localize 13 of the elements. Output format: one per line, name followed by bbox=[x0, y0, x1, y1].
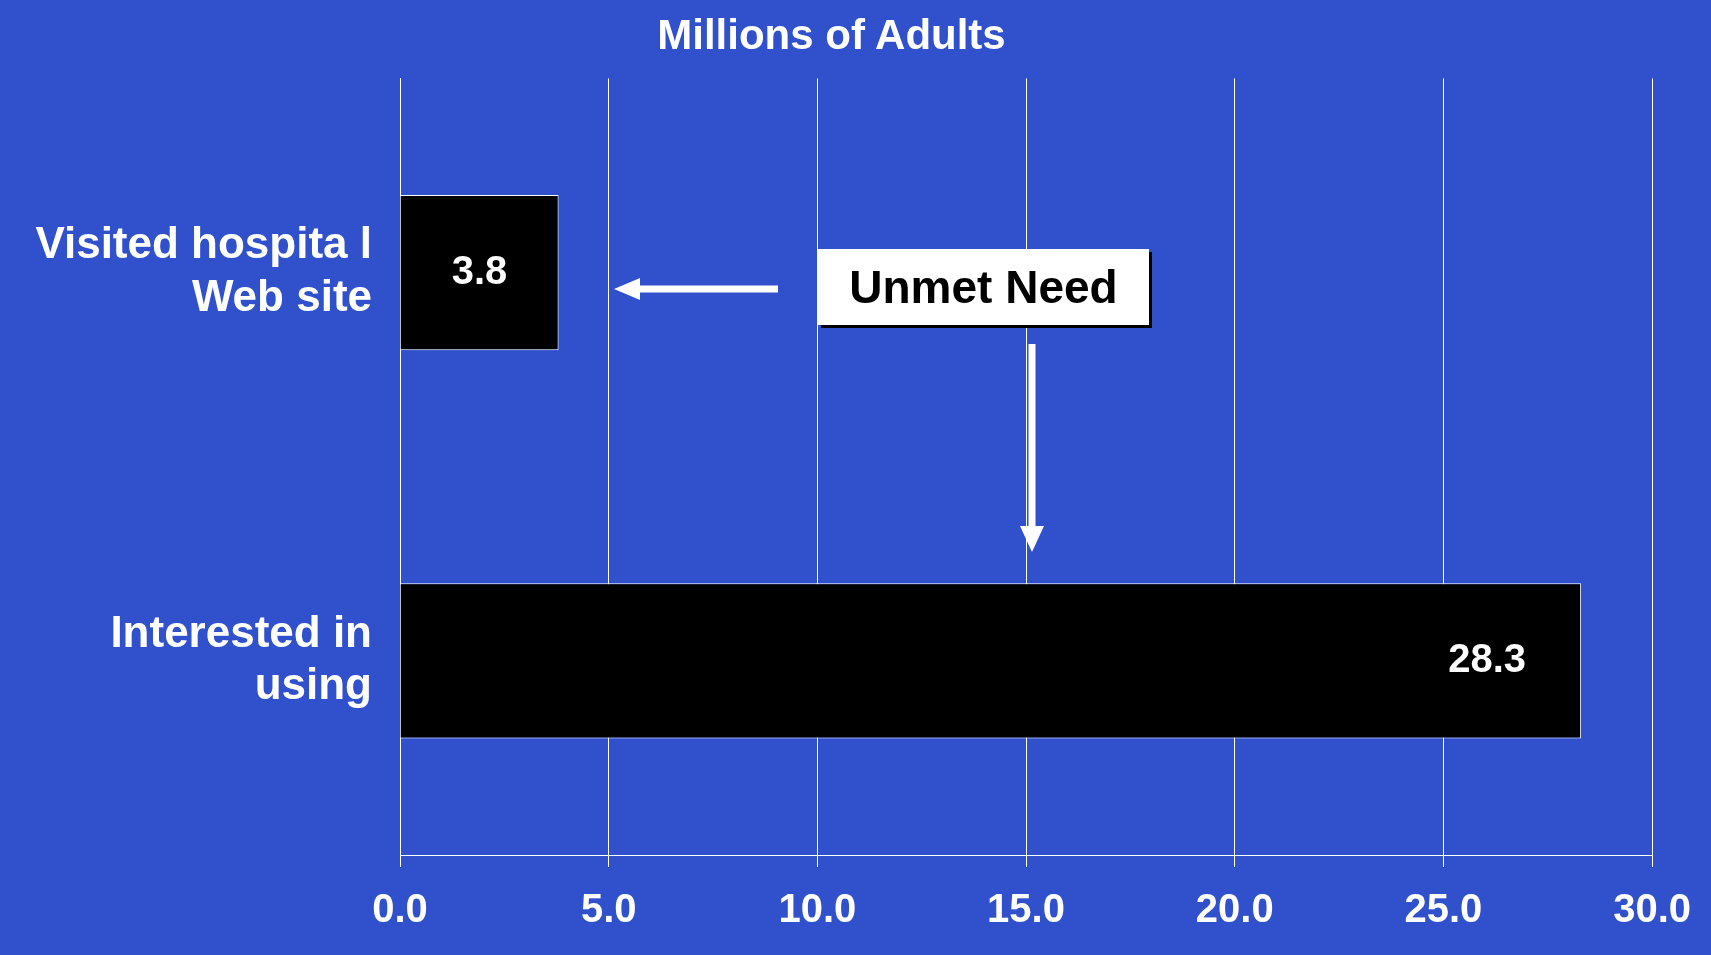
x-tick-label: 25.0 bbox=[1404, 886, 1483, 931]
annotation: Unmet Need bbox=[818, 249, 1149, 325]
data-label: 3.8 bbox=[451, 247, 508, 292]
x-tick-label: 20.0 bbox=[1195, 886, 1274, 931]
x-tick-label: 10.0 bbox=[778, 886, 857, 931]
chart-title: Millions of Adults bbox=[657, 10, 1006, 58]
x-tick-label: 15.0 bbox=[987, 886, 1065, 931]
x-tick-label: 5.0 bbox=[580, 886, 637, 931]
x-tick-label: 30.0 bbox=[1613, 886, 1691, 931]
y-tick-label: Visited hospita l Web site bbox=[35, 218, 372, 321]
x-tick-label: 0.0 bbox=[372, 886, 428, 931]
data-label: 28.3 bbox=[1448, 635, 1527, 680]
y-tick-label: Interested in using bbox=[110, 606, 372, 709]
